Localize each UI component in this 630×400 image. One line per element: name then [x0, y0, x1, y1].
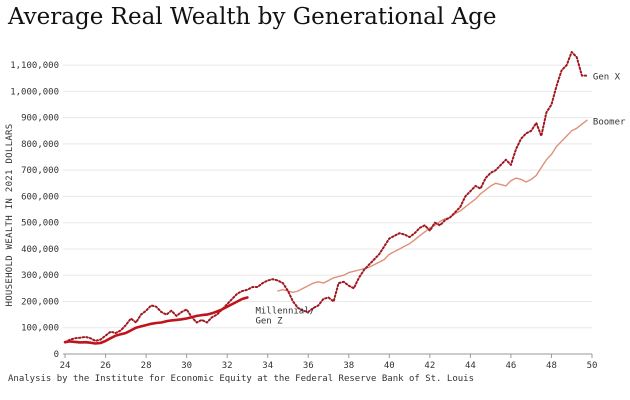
y-tick-label: 0	[54, 350, 59, 360]
y-axis-ticks: 0 100,000 200,000 300,000 400,000 500,000 600,…	[10, 61, 59, 360]
y-tick-label: 200,000	[21, 297, 59, 307]
x-tick-label: 24	[60, 361, 71, 371]
series-label: Millennial/Gen Z	[255, 307, 315, 327]
y-tick-label: 100,000	[21, 324, 59, 334]
series-line-gen-x	[64, 51, 588, 344]
series-label-line: Millennial/	[255, 307, 315, 317]
x-tick-label: 34	[262, 361, 273, 371]
y-tick-label: 600,000	[21, 192, 59, 202]
x-tick-label: 32	[222, 361, 233, 371]
series-label-line: Boomer	[593, 117, 626, 127]
chart-title: Average Real Wealth by Generational Age	[8, 4, 497, 30]
series-label: Gen X	[593, 73, 621, 83]
footnote: Analysis by the Institute for Economic E…	[8, 374, 474, 384]
y-tick-label: 1,000,000	[10, 87, 59, 97]
x-axis-ticks: 24 26 28 30 32 34 36 38 40 42 44 46 48 50	[60, 354, 598, 371]
x-tick-label: 48	[546, 361, 557, 371]
gridlines	[63, 64, 592, 355]
series-label: Boomer	[593, 117, 626, 127]
x-tick-label: 46	[506, 361, 517, 371]
y-tick-label: 400,000	[21, 245, 59, 255]
x-tick-label: 28	[141, 361, 152, 371]
y-tick-label: 500,000	[21, 219, 59, 229]
y-tick-label: 1,100,000	[10, 61, 59, 71]
y-tick-label: 300,000	[21, 271, 59, 281]
x-tick-label: 44	[465, 361, 476, 371]
y-tick-label: 900,000	[21, 114, 59, 124]
series-lines	[63, 51, 588, 345]
x-tick-label: 50	[587, 361, 598, 371]
x-tick-label: 40	[384, 361, 395, 371]
x-tick-label: 42	[424, 361, 435, 371]
x-tick-label: 36	[303, 361, 314, 371]
series-labels: Gen X Boomer Millennial/Gen Z	[255, 73, 626, 327]
x-tick-label: 38	[343, 361, 354, 371]
series-label-line: Gen X	[593, 73, 621, 83]
y-tick-label: 800,000	[21, 140, 59, 150]
y-tick-label: 700,000	[21, 166, 59, 176]
x-tick-label: 26	[100, 361, 111, 371]
series-line-millennial-gen-z	[63, 296, 249, 345]
series-label-line: Gen Z	[255, 317, 283, 327]
series-line-boomer	[277, 119, 588, 293]
y-axis-label: HOUSEHOLD WEALTH IN 2021 DOLLARS	[5, 124, 15, 307]
x-tick-label: 30	[181, 361, 192, 371]
